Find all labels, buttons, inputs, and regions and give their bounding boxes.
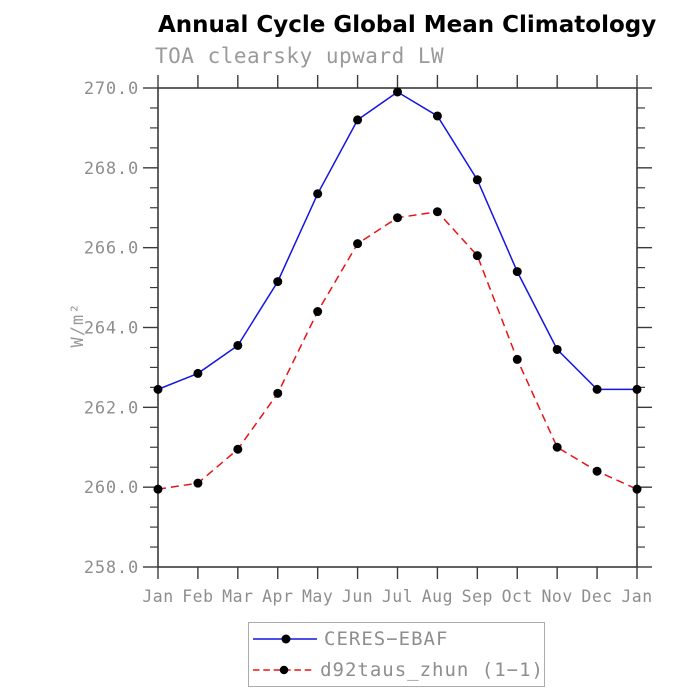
data-point-marker (233, 340, 243, 350)
x-tick-label: Feb (182, 587, 213, 606)
data-point-marker (353, 239, 363, 249)
legend-label-series-0: CERES−EBAF (324, 627, 449, 650)
chart-title: Annual Cycle Global Mean Climatology (158, 12, 657, 38)
y-tick-label: 260.0 (84, 478, 139, 498)
data-point-marker (592, 466, 602, 476)
data-point-marker (512, 267, 522, 277)
data-point-marker (472, 251, 482, 261)
series-line-0 (157, 91, 637, 391)
data-point-marker (233, 444, 243, 454)
data-point-marker (393, 87, 402, 97)
data-point-marker (193, 368, 203, 378)
legend-line-solid-icon (253, 634, 317, 644)
data-point-marker (592, 384, 602, 394)
x-tick-label: Dec (581, 587, 612, 606)
data-point-marker (432, 207, 442, 217)
legend-label-series-1: d92taus_zhun (1−1) (320, 659, 544, 682)
y-tick-label: 268.0 (84, 159, 139, 179)
data-point-marker (472, 175, 482, 185)
x-tick-label: Jan (142, 587, 173, 606)
legend-item-series-1: d92taus_zhun (1−1) (249, 656, 544, 685)
data-point-marker (353, 115, 363, 125)
data-point-marker (432, 111, 442, 121)
data-point-marker (552, 442, 562, 452)
data-point-marker (512, 354, 522, 364)
data-point-marker (393, 213, 402, 223)
x-tick-label: Mar (222, 587, 253, 606)
legend-line-dashed-icon (252, 666, 314, 675)
legend: CERES−EBAF d92taus_zhun (1−1) (248, 622, 545, 687)
x-tick-label: Oct (502, 587, 533, 606)
y-tick-label: 264.0 (84, 319, 139, 339)
x-tick-label: Jul (382, 587, 413, 606)
data-point-marker (153, 484, 163, 494)
x-tick-label: Sep (462, 587, 493, 606)
data-point-marker (313, 189, 323, 199)
x-tick-label: Jun (342, 587, 373, 606)
y-tick-label: 262.0 (84, 398, 139, 418)
data-point-marker (552, 344, 562, 354)
x-tick-label: Jan (621, 587, 652, 606)
data-point-marker (193, 478, 203, 488)
data-point-marker (632, 384, 642, 394)
data-point-marker (153, 384, 163, 394)
y-tick-label: 258.0 (84, 558, 139, 578)
y-tick-label: 270.0 (84, 79, 139, 99)
plot-frame (157, 87, 638, 568)
legend-item-series-0: CERES−EBAF (249, 624, 544, 653)
data-point-marker (273, 388, 283, 398)
chart-subtitle: TOA clearsky upward LW (155, 44, 445, 68)
x-tick-label: Apr (262, 587, 293, 606)
x-tick-label: Nov (542, 587, 573, 606)
x-tick-label: May (302, 587, 333, 606)
data-point-marker (632, 484, 642, 494)
data-point-marker (313, 307, 323, 317)
data-point-marker (273, 277, 283, 287)
y-tick-label: 266.0 (84, 239, 139, 259)
x-tick-label: Aug (422, 587, 453, 606)
